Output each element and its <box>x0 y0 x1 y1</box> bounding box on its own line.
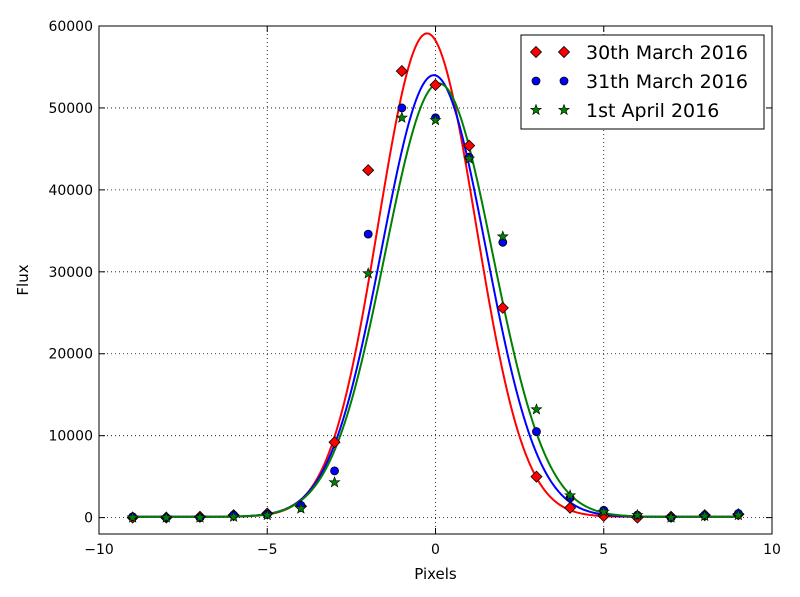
data-point-series-3 <box>530 403 543 415</box>
legend-marker <box>531 76 541 86</box>
data-point-series-1 <box>328 436 341 449</box>
data-point-series-1 <box>564 501 577 514</box>
data-point-series-1 <box>463 139 476 152</box>
x-tick-label: 5 <box>599 542 608 558</box>
legend-items: 30th March 2016 31th March 2016 1st April … <box>529 42 748 122</box>
y-tick-label: 20000 <box>48 347 93 363</box>
legend-label: 30th March 2016 <box>586 42 748 64</box>
legend-label: 31th March 2016 <box>586 71 748 93</box>
data-point-series-3 <box>193 511 206 523</box>
data-point-series-3 <box>362 267 375 279</box>
legend-marker <box>557 103 571 116</box>
x-tick-label: 0 <box>431 542 440 558</box>
data-point-series-3 <box>160 511 173 523</box>
legend: 30th March 2016 31th March 2016 1st April … <box>520 34 765 130</box>
y-tick-label: 50000 <box>48 101 93 117</box>
y-axis-label: Flux <box>14 264 32 295</box>
data-point-series-3 <box>665 511 678 523</box>
data-point-series-3 <box>395 111 408 123</box>
fit-curve <box>132 82 739 518</box>
data-point-series-3 <box>698 509 711 522</box>
data-point-series-3 <box>732 508 745 521</box>
data-point-series-3 <box>227 510 240 522</box>
data-point-series-2 <box>397 103 407 113</box>
legend-marker <box>529 45 543 59</box>
data-point-series-3 <box>597 505 610 518</box>
data-point-series-2 <box>532 427 541 436</box>
y-tick-label: 30000 <box>48 265 93 281</box>
x-tick-label: 10 <box>763 542 781 558</box>
data-point-series-3 <box>429 113 442 126</box>
y-tick-label: 10000 <box>48 429 93 445</box>
data-point-series-1 <box>362 164 375 177</box>
axis-ticks: −10 −5 0 5 10 0 10000 20000 30000 40000 50000 60000 <box>48 19 780 558</box>
data-point-series-1 <box>530 470 543 483</box>
data-point-series-3 <box>294 502 307 514</box>
data-point-series-2 <box>330 466 339 476</box>
legend-marker <box>529 103 543 116</box>
y-tick-label: 0 <box>84 511 93 527</box>
data-point-series-3 <box>328 476 341 488</box>
data-points <box>126 64 745 524</box>
y-tick-label: 60000 <box>48 19 93 35</box>
data-point-series-3 <box>564 489 577 501</box>
data-point-series-3 <box>631 508 644 521</box>
x-tick-label: −5 <box>257 542 278 558</box>
x-tick-label: −10 <box>84 542 114 558</box>
legend-marker <box>559 76 569 86</box>
data-point-series-1 <box>429 78 442 92</box>
data-point-series-2 <box>363 229 373 239</box>
legend-marker <box>557 45 571 59</box>
x-axis-label: Pixels <box>414 565 457 583</box>
data-point-series-3 <box>463 152 476 164</box>
data-point-series-1 <box>395 64 408 78</box>
legend-label: 1st April 2016 <box>586 100 719 122</box>
data-point-series-3 <box>126 511 139 523</box>
data-point-series-3 <box>261 508 274 521</box>
data-point-series-3 <box>496 230 509 242</box>
y-tick-label: 40000 <box>48 183 93 199</box>
data-point-series-1 <box>496 301 509 314</box>
